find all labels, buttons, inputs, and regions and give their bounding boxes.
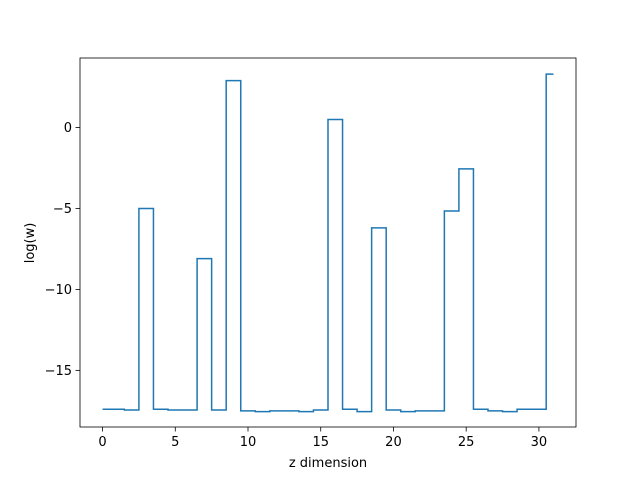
x-tick-label: 30: [531, 435, 548, 450]
x-tick-label: 0: [98, 435, 106, 450]
series-line-0: [102, 73, 554, 413]
x-tick-label: 25: [458, 435, 475, 450]
x-axis-label: z dimension: [289, 456, 367, 471]
y-tick-label: −15: [45, 364, 72, 379]
x-axis: 0 5 10 15 20 25 30: [98, 427, 547, 450]
plot-area: [79, 57, 577, 428]
axes-frame: [79, 57, 577, 428]
y-tick-label: −5: [53, 202, 72, 217]
x-tick-label: 15: [312, 435, 329, 450]
y-axis-label: log(w): [23, 223, 38, 264]
y-tick-label: 0: [64, 121, 72, 136]
y-tick-label: −10: [45, 283, 72, 298]
x-tick-label: 5: [171, 435, 179, 450]
y-axis: 0 −5 −10 −15: [45, 121, 80, 379]
x-tick-label: 10: [240, 435, 257, 450]
x-tick-label: 20: [385, 435, 402, 450]
